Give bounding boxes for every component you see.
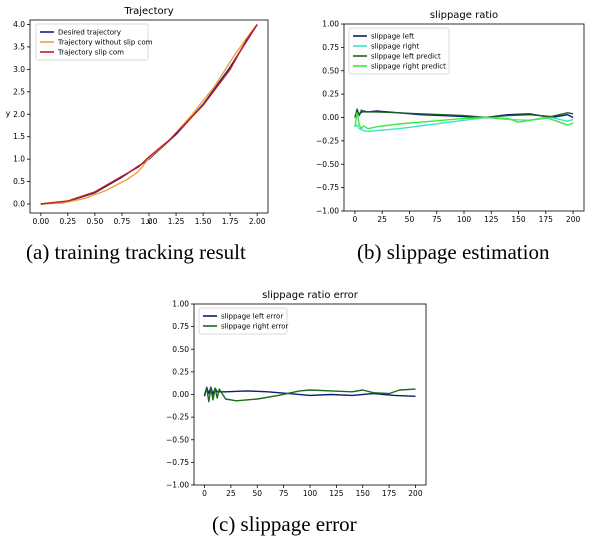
- x-tick-label: 150: [356, 489, 371, 498]
- x-tick-label: 175: [539, 215, 554, 224]
- x-tick-label: 25: [377, 215, 387, 224]
- legend-box: [35, 23, 149, 61]
- y-tick-label: 1.00: [322, 20, 339, 29]
- x-tick-label: 0.50: [87, 217, 104, 226]
- x-tick-label: 0.00: [32, 217, 49, 226]
- y-tick-label: 2.5: [13, 87, 25, 96]
- x-tick-label: 0.25: [60, 217, 77, 226]
- y-tick-label: 2.0: [13, 110, 25, 119]
- y-tick-label: 0.50: [322, 66, 339, 75]
- legend-label-2: slippage left predict: [371, 53, 441, 61]
- series-line-1: [40, 24, 258, 205]
- series-line-1: [203, 387, 416, 403]
- x-tick-label: 2.00: [249, 217, 266, 226]
- y-tick-label: −1.00: [316, 207, 339, 216]
- x-tick-label: 1.50: [195, 217, 212, 226]
- legend-label-2: Trajectory slip com: [57, 49, 124, 57]
- caption-b: (b) slippage estimation: [357, 240, 550, 264]
- chart-title: slippage ratio: [430, 10, 498, 21]
- x-tick-label: 0: [202, 489, 207, 498]
- x-tick-label: 75: [279, 489, 289, 498]
- y-tick-label: 1.0: [13, 155, 25, 164]
- y-tick-label: 0.50: [172, 345, 189, 354]
- x-axis-label: x: [147, 217, 152, 226]
- legend-label-1: Trajectory without slip com: [57, 39, 153, 47]
- x-tick-label: 50: [252, 489, 262, 498]
- x-tick-label: 25: [226, 489, 236, 498]
- chart-title: slippage ratio error: [262, 290, 359, 301]
- y-tick-label: 0.25: [322, 90, 339, 99]
- legend-label-1: slippage right error: [221, 323, 288, 331]
- y-tick-label: 0.0: [13, 200, 25, 209]
- legend-label-3: slippage right predict: [371, 63, 446, 71]
- series-line-2: [40, 24, 258, 205]
- x-tick-label: 200: [408, 489, 423, 498]
- y-tick-label: −1.00: [166, 481, 189, 490]
- x-tick-label: 50: [405, 215, 415, 224]
- x-tick-label: 0.75: [114, 217, 131, 226]
- x-tick-label: 200: [566, 215, 581, 224]
- x-tick-label: 100: [457, 215, 472, 224]
- series-line-1: [354, 116, 574, 133]
- x-tick-label: 175: [382, 489, 397, 498]
- x-tick-label: 75: [432, 215, 442, 224]
- chart-slippage-ratio: slippage ratio 0 25 50 75 100 125 150 175 200 1.00…: [316, 10, 585, 224]
- legend-box: [198, 307, 288, 335]
- legend-box: [348, 27, 450, 75]
- y-tick-label: 3.0: [13, 65, 25, 74]
- x-tick-label: 1.25: [168, 217, 185, 226]
- y-tick-label: 0.00: [322, 113, 339, 122]
- y-tick-label: 1.00: [172, 300, 189, 309]
- legend-label-0: slippage left: [371, 33, 414, 41]
- series-line-2: [354, 108, 574, 119]
- y-tick-label: −0.25: [316, 136, 339, 145]
- y-tick-label: 0.25: [172, 367, 189, 376]
- y-tick-label: −0.75: [316, 183, 339, 192]
- y-tick-label: 0.5: [13, 177, 25, 186]
- y-tick-label: 3.5: [13, 42, 25, 51]
- y-tick-label: 4.0: [13, 20, 25, 29]
- y-tick-label: 0.00: [172, 390, 189, 399]
- y-tick-label: 1.5: [13, 132, 25, 141]
- y-tick-label: −0.50: [166, 435, 189, 444]
- x-tick-label: 1.75: [222, 217, 239, 226]
- x-tick-label: 0: [353, 215, 358, 224]
- y-tick-label: 0.75: [172, 322, 189, 331]
- x-tick-label: 100: [303, 489, 318, 498]
- y-tick-label: −0.50: [316, 160, 339, 169]
- x-tick-label: 125: [329, 489, 344, 498]
- legend-label-1: slippage right: [371, 43, 419, 51]
- series-line-0: [203, 386, 416, 397]
- caption-a: (a) training tracking result: [26, 240, 246, 264]
- chart-slippage-ratio-error: slippage ratio error 0 25 50 75 100 125 150 175 2…: [166, 290, 427, 498]
- y-axis-label: y: [6, 109, 11, 118]
- y-tick-label: −0.25: [166, 413, 189, 422]
- legend-label-0: slippage left error: [221, 313, 283, 321]
- series-line-3: [354, 112, 574, 130]
- chart-title: Trajectory: [123, 6, 173, 17]
- x-tick-label: 150: [511, 215, 526, 224]
- legend-label-0: Desired trajectory: [58, 29, 121, 37]
- y-tick-label: −0.75: [166, 458, 189, 467]
- x-tick-label: 125: [484, 215, 499, 224]
- caption-c: (c) slippage error: [212, 512, 357, 536]
- y-tick-label: 0.75: [322, 43, 339, 52]
- x-tick-label: 1.00: [141, 217, 158, 226]
